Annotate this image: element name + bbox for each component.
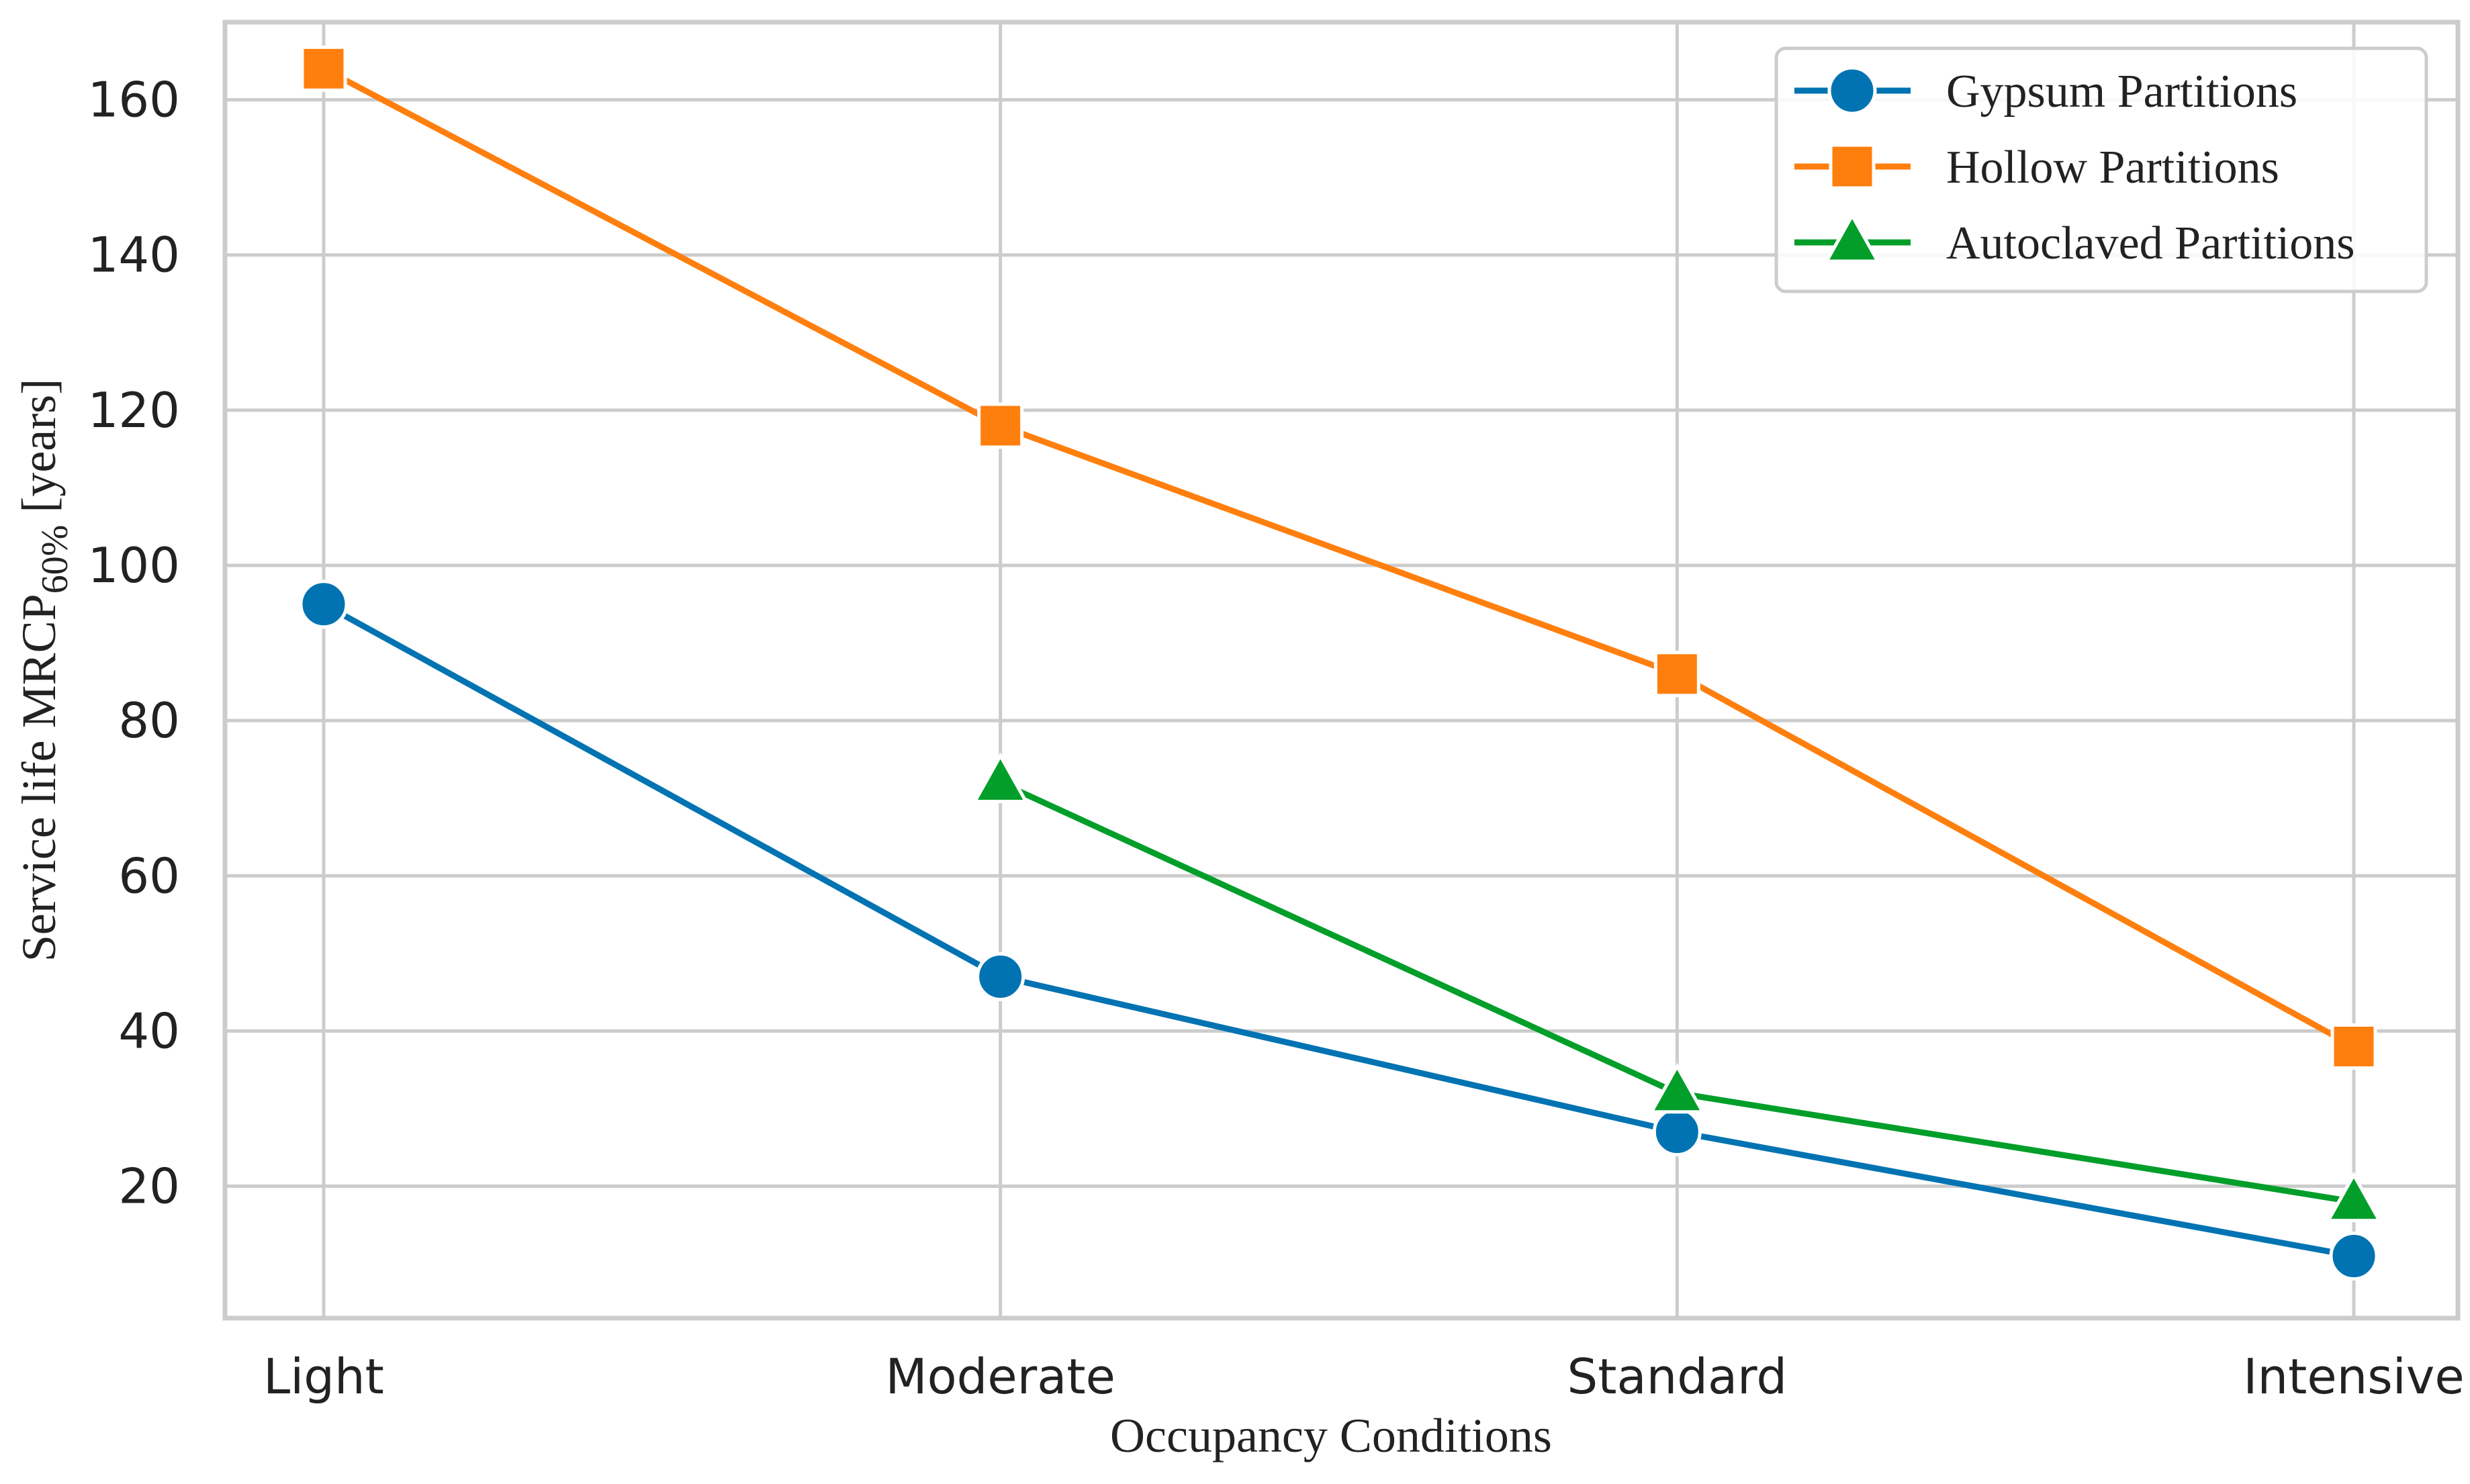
x-axis-title: Occupancy Conditions [1110,1409,1552,1463]
gypsum-partitions-point-moderate [976,952,1025,1001]
gypsum-partitions-point-standard [1652,1107,1702,1157]
legend-item-hollow-partitions: Hollow Partitions [1794,142,2279,193]
series-hollow-partitions [300,45,2377,1070]
legend: Gypsum Partitions Hollow Partitions Autocl… [1774,46,2428,293]
hollow-partitions-line [320,65,2357,1050]
y-tick-label-140: 140 [88,227,180,283]
y-tick-label-80: 80 [118,692,180,749]
legend-marker-gypsum-partitions [1827,66,1877,115]
series-gypsum-partitions [299,579,2379,1281]
legend-item-gypsum-partitions: Gypsum Partitions [1794,66,2297,118]
autoclaved-partitions-point-intensive [2325,1171,2383,1223]
gypsum-partitions-point-light [299,579,349,629]
y-axis-title: Service life MRCP60% [years] [12,379,76,962]
y-tick-label-60: 60 [118,847,180,904]
hollow-partitions-point-light [300,45,347,92]
y-axis-title-main: Service life MRCP [12,594,66,962]
y-axis-title-subscript: 60% [34,525,76,594]
legend-label-autoclaved-partitions: Autoclaved Partitions [1946,218,2355,269]
legend-label-hollow-partitions: Hollow Partitions [1946,142,2279,193]
autoclaved-partitions-point-standard [1649,1062,1706,1114]
y-axis-title-unit: [years] [12,379,66,525]
legend-label-gypsum-partitions: Gypsum Partitions [1946,66,2297,118]
y-axis-ticks: 20 40 60 80 100 120 140 160 [88,72,180,1215]
series-layer [299,45,2383,1281]
x-tick-label-moderate: Moderate [885,1348,1115,1405]
y-tick-label-20: 20 [118,1158,180,1215]
y-tick-label-120: 120 [88,382,180,438]
hollow-partitions-point-standard [1653,651,1700,698]
y-tick-label-160: 160 [88,72,180,128]
legend-box [1774,46,2428,293]
x-tick-label-standard: Standard [1567,1348,1788,1405]
hollow-partitions-point-moderate [977,402,1024,449]
legend-marker-hollow-partitions [1829,143,1876,190]
series-autoclaved-partitions [972,752,2383,1223]
x-axis-ticks: Light Moderate Standard Intensive [263,1348,2465,1405]
hollow-partitions-point-intensive [2330,1023,2377,1070]
x-tick-label-light: Light [263,1348,384,1405]
legend-item-autoclaved-partitions: Autoclaved Partitions [1794,212,2355,269]
legend-marker-autoclaved-partitions [1823,212,1881,263]
autoclaved-partitions-point-moderate [972,752,1029,804]
plot-frame [222,19,2461,1321]
y-tick-label-40: 40 [118,1003,180,1059]
gypsum-partitions-point-intensive [2329,1232,2379,1281]
x-tick-label-intensive: Intensive [2243,1348,2464,1405]
gypsum-partitions-line [320,601,2357,1260]
y-tick-label-100: 100 [88,537,180,594]
